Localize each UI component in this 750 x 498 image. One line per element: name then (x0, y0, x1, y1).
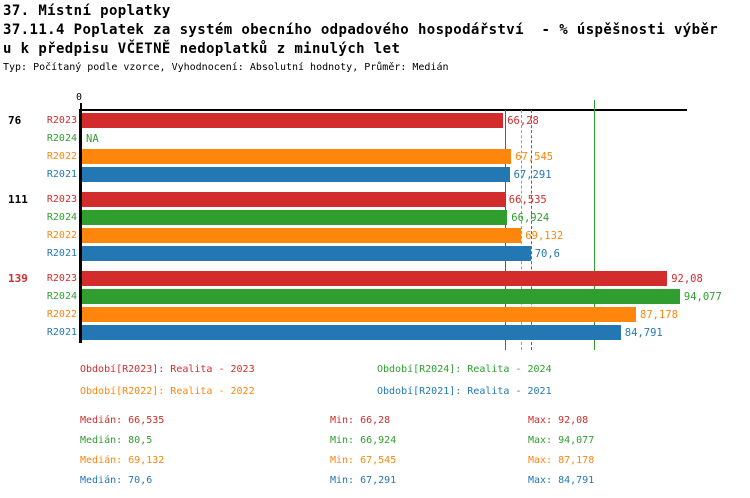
bar-value-label: 66,924 (511, 212, 550, 224)
bar-r2021 (82, 325, 621, 340)
row-label-r2024: R2024 (46, 212, 77, 223)
stat-median-r2024: Medián: 80,5 (80, 435, 153, 446)
legend-item-r2021: Období[R2021]: Realita - 2021 (377, 386, 552, 397)
row-label-r2022: R2022 (46, 230, 77, 241)
row-label-r2024: R2024 (46, 133, 77, 144)
bar-value-label: 87,178 (640, 309, 678, 321)
row-label-r2022: R2022 (46, 309, 77, 320)
bar-value-label: 70,6 (534, 248, 560, 260)
bar-r2022 (82, 149, 512, 164)
bar-r2023 (82, 192, 505, 207)
x-axis-line (80, 109, 687, 111)
bar-value-label: 94,077 (683, 291, 722, 303)
stat-median-r2021: Medián: 70,6 (80, 475, 153, 486)
bar-r2022 (82, 228, 522, 243)
stat-median-r2023: Medián: 66,535 (80, 415, 165, 426)
group-label-76: 76 (8, 114, 22, 127)
stat-max-r2023: Max: 92,08 (528, 415, 589, 426)
row-label-r2022: R2022 (46, 151, 77, 162)
legend-item-r2022: Období[R2022]: Realita - 2022 (80, 386, 255, 397)
row-label-r2024: R2024 (46, 291, 77, 302)
legend-item-r2024: Období[R2024]: Realita - 2024 (377, 364, 552, 375)
stat-max-r2022: Max: 87,178 (528, 455, 595, 466)
chart-title-line1: 37.11.4 Poplatek za systém obecního odpa… (3, 22, 719, 38)
bar-value-label: 67,545 (515, 151, 554, 163)
bar-value-label: 66,535 (508, 194, 547, 206)
row-label-r2021: R2021 (46, 327, 77, 338)
bar-r2024 (82, 210, 508, 225)
stat-max-r2024: Max: 94,077 (528, 435, 595, 446)
group-label-111: 111 (8, 193, 28, 206)
row-label-r2023: R2023 (46, 115, 77, 126)
bar-value-label: 84,791 (624, 327, 663, 339)
page-title: 37. Místní poplatky (3, 3, 171, 19)
bar-r2023 (82, 271, 668, 286)
bar-r2021 (82, 246, 531, 261)
bar-r2022 (82, 307, 636, 322)
bar-value-label: 67,291 (513, 169, 552, 181)
bar-value-label: 69,132 (525, 230, 564, 242)
bar-r2023 (82, 113, 504, 128)
legend-item-r2023: Období[R2023]: Realita - 2023 (80, 364, 255, 375)
stat-median-r2022: Medián: 69,132 (80, 455, 165, 466)
y-axis-line (78, 109, 82, 343)
group-label-139: 139 (8, 272, 28, 285)
median-line-r2021 (531, 110, 532, 350)
bar-na-label: NA (86, 133, 99, 145)
x-axis-zero-tick (80, 103, 82, 110)
row-label-r2023: R2023 (46, 273, 77, 284)
row-label-r2023: R2023 (46, 194, 77, 205)
row-label-r2021: R2021 (46, 248, 77, 259)
stat-max-r2021: Max: 84,791 (528, 475, 595, 486)
bar-value-label: 66,28 (507, 115, 539, 127)
median-line-r2022 (521, 110, 522, 350)
stat-min-r2021: Min: 67,291 (330, 475, 397, 486)
chart-meta: Typ: Počítaný podle vzorce, Vyhodnocení:… (3, 62, 449, 73)
bar-r2024 (82, 289, 680, 304)
bar-value-label: 92,08 (671, 273, 703, 285)
stat-min-r2023: Min: 66,28 (330, 415, 391, 426)
row-label-r2021: R2021 (46, 169, 77, 180)
x-axis-zero-label: 0 (76, 92, 83, 103)
bar-r2021 (82, 167, 510, 182)
stat-min-r2024: Min: 66,924 (330, 435, 397, 446)
stat-min-r2022: Min: 67,545 (330, 455, 397, 466)
chart-title-line2: u k předpisu VČETNĚ nedoplatků z minulýc… (3, 41, 401, 57)
median-line-r2024 (594, 100, 595, 350)
